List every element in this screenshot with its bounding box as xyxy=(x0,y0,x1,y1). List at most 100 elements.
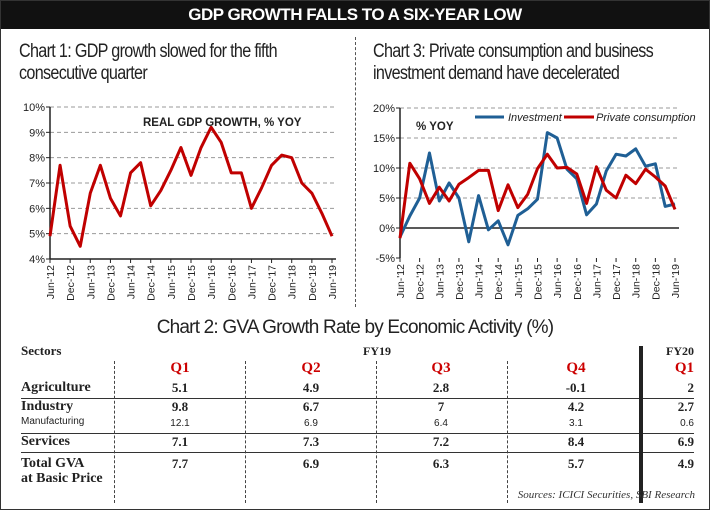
gdp-chart: 4% 5% 6% 7% 8% 9% 10% Jun-'12 Dec-'12 Jun-'13 Dec-… xyxy=(23,102,339,301)
column-divider xyxy=(114,361,115,503)
x-tick-label: Dec-'13 xyxy=(454,264,466,300)
column-divider xyxy=(245,361,246,503)
chart-annotation: % YOY xyxy=(416,121,454,133)
table-cell: 2.8 xyxy=(432,380,450,395)
x-tick-label: Jun-'16 xyxy=(552,264,564,298)
fy-divider xyxy=(639,346,643,503)
x-tick-label: Dec-'18 xyxy=(650,264,662,300)
table-cell: 12.1 xyxy=(170,418,190,429)
table-cell: 5.7 xyxy=(567,456,585,471)
table-cell: 8.4 xyxy=(567,434,585,449)
x-tick-label: Jun-'17 xyxy=(591,264,603,298)
legend-label-consumption: Private consumption xyxy=(596,112,696,124)
divider xyxy=(355,37,356,307)
table-cell: 6.9 xyxy=(304,418,318,429)
row-divider xyxy=(641,398,694,399)
table-cell: 4.2 xyxy=(567,399,585,414)
table-cell: 7.2 xyxy=(432,434,450,449)
x-tick-label: Jun-'15 xyxy=(513,264,525,298)
table-cell: 7.3 xyxy=(302,434,320,449)
table-cell: 6.9 xyxy=(302,456,320,471)
legend-label-investment: Investment xyxy=(508,112,563,124)
row-divider xyxy=(21,398,641,399)
chart3-title-line: investment demand have decelerated xyxy=(373,63,620,84)
y-tick-label: 0% xyxy=(379,223,395,235)
source-note: Sources: ICICI Securities, SBI Research xyxy=(517,489,695,501)
y-tick-label: 7% xyxy=(29,178,45,190)
x-tick-label: Jun-'14 xyxy=(126,265,138,299)
chart1-title: Chart 1: GDP growth slowed for the fifth… xyxy=(19,41,278,85)
banner-title: GDP GROWTH FALLS TO A SIX-YEAR LOW xyxy=(1,1,709,29)
x-tick-label: Dec-'14 xyxy=(493,264,505,300)
sectors-header: Sectors xyxy=(21,343,62,358)
x-tick-label: Jun-'18 xyxy=(631,264,643,298)
x-tick-label: Jun-'14 xyxy=(474,264,486,298)
table-cell: 6.9 xyxy=(677,434,694,449)
fy20-header: FY20 xyxy=(666,344,694,358)
y-tick-label: 10% xyxy=(373,163,395,175)
x-tick-label: Jun-'18 xyxy=(287,265,299,299)
x-tick-label: Jun-'13 xyxy=(434,264,446,298)
chart3-title-line: Chart 3: Private consumption and busines… xyxy=(373,41,654,62)
quarter-header: Q1 xyxy=(674,360,694,376)
row-divider xyxy=(21,452,641,453)
x-tick-label: Dec-'17 xyxy=(267,265,279,301)
row-divider xyxy=(641,433,694,434)
x-tick-label: Jun-'16 xyxy=(206,265,218,299)
table-cell: 2.7 xyxy=(677,399,694,414)
x-tick-label: Dec-'18 xyxy=(307,265,319,301)
y-tick-label: -5% xyxy=(375,253,395,265)
row-label: at Basic Price xyxy=(21,471,103,486)
x-tick-label: Jun-'15 xyxy=(166,265,178,299)
row-label: Manufacturing xyxy=(21,416,85,427)
table-cell: 4.9 xyxy=(302,380,320,395)
x-tick-label: Jun-'19 xyxy=(327,265,339,299)
table-cell: 4.9 xyxy=(677,456,694,471)
y-tick-label: 5% xyxy=(379,193,395,205)
table-cell: 6.4 xyxy=(434,418,448,429)
series-line-gdp xyxy=(48,125,334,248)
x-tick-label: Dec-'14 xyxy=(146,265,158,301)
table-cell: 7 xyxy=(437,399,445,414)
x-tick-label: Dec-'16 xyxy=(572,264,584,300)
fy19-header: FY19 xyxy=(363,344,391,358)
table-cell: 6.3 xyxy=(432,456,450,471)
chart3-title: Chart 3: Private consumption and busines… xyxy=(373,41,654,85)
x-tick-label: Dec-'17 xyxy=(611,264,623,300)
table-cell: 7.7 xyxy=(171,456,189,471)
x-tick-label: Dec-'12 xyxy=(65,265,77,301)
y-tick-label: 5% xyxy=(29,229,45,241)
quarter-header: Q3 xyxy=(431,360,451,376)
table-cell: -0.1 xyxy=(565,380,587,395)
y-tick-label: 6% xyxy=(29,203,45,215)
y-tick-label: 15% xyxy=(373,133,395,145)
y-tick-label: 8% xyxy=(29,153,45,165)
column-divider xyxy=(507,361,508,503)
table-title: Chart 2: GVA Growth Rate by Economic Act… xyxy=(156,317,554,338)
row-divider xyxy=(641,452,694,453)
table-cell: 0.6 xyxy=(680,418,694,429)
consumption-investment-chart: -5% 0% 5% 10% 15% 20% Jun-'12 Dec-'12 Jun-'13 Dec… xyxy=(373,103,696,300)
table-cell: 6.7 xyxy=(302,399,320,414)
row-label: Services xyxy=(21,434,70,449)
x-tick-label: Dec-'16 xyxy=(226,265,238,301)
x-tick-label: Jun-'12 xyxy=(45,265,57,299)
quarter-header: Q4 xyxy=(566,360,586,376)
x-tick-label: Jun-'19 xyxy=(670,264,682,298)
row-divider xyxy=(21,433,641,434)
y-tick-label: 10% xyxy=(23,102,45,114)
row-label: Industry xyxy=(21,399,74,414)
y-tick-label: 9% xyxy=(29,127,45,139)
quarter-header: Q1 xyxy=(170,360,190,376)
x-tick-label: Dec-'12 xyxy=(415,264,427,300)
column-divider xyxy=(376,361,377,503)
quarter-header: Q2 xyxy=(301,360,321,376)
chart1-title-line: consecutive quarter xyxy=(19,63,148,84)
x-tick-label: Dec-'15 xyxy=(533,264,545,300)
table-cell: 7.1 xyxy=(171,434,189,449)
x-tick-label: Jun-'13 xyxy=(85,265,97,299)
chart1-title-line: Chart 1: GDP growth slowed for the fifth xyxy=(19,41,278,62)
y-tick-label: 4% xyxy=(29,254,45,266)
y-tick-label: 20% xyxy=(373,103,395,115)
